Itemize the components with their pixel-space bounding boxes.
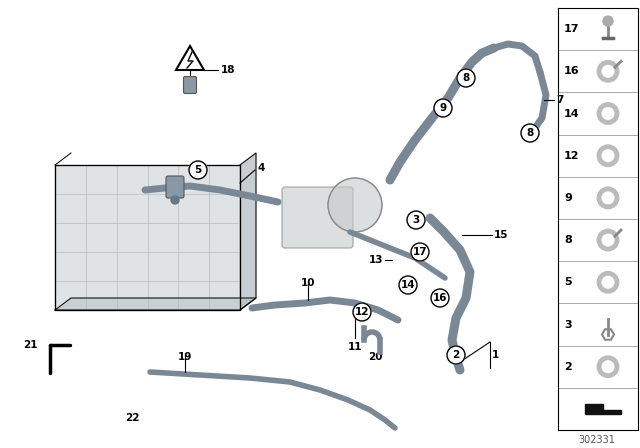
Text: 20: 20 xyxy=(368,352,382,362)
Circle shape xyxy=(447,346,465,364)
Text: 12: 12 xyxy=(355,307,369,317)
Text: 9: 9 xyxy=(440,103,447,113)
Circle shape xyxy=(521,124,539,142)
Polygon shape xyxy=(585,404,621,414)
Text: 5: 5 xyxy=(564,277,572,287)
Circle shape xyxy=(171,196,179,204)
Circle shape xyxy=(407,211,425,229)
FancyBboxPatch shape xyxy=(282,187,353,248)
Text: 2: 2 xyxy=(564,362,572,372)
Text: 15: 15 xyxy=(494,230,509,240)
Text: 17: 17 xyxy=(413,247,428,257)
Text: 19: 19 xyxy=(178,352,192,362)
Circle shape xyxy=(603,16,613,26)
Text: 14: 14 xyxy=(564,108,580,119)
Circle shape xyxy=(399,276,417,294)
Text: 8: 8 xyxy=(462,73,470,83)
Text: 4: 4 xyxy=(257,163,264,173)
Text: 7: 7 xyxy=(556,95,563,105)
Text: 302331: 302331 xyxy=(579,435,616,445)
Circle shape xyxy=(328,178,382,232)
Text: 9: 9 xyxy=(564,193,572,203)
Text: 3: 3 xyxy=(564,319,572,329)
Text: 10: 10 xyxy=(301,278,316,288)
FancyBboxPatch shape xyxy=(55,165,240,310)
Text: 21: 21 xyxy=(24,340,38,350)
Text: 18: 18 xyxy=(221,65,236,75)
Circle shape xyxy=(431,289,449,307)
Text: 16: 16 xyxy=(433,293,447,303)
Circle shape xyxy=(434,99,452,117)
FancyBboxPatch shape xyxy=(166,176,184,198)
Text: 11: 11 xyxy=(348,342,362,352)
Text: 2: 2 xyxy=(452,350,460,360)
Text: 5: 5 xyxy=(195,165,202,175)
Text: 13: 13 xyxy=(369,255,383,265)
Text: 1: 1 xyxy=(492,350,499,360)
Text: 22: 22 xyxy=(125,413,140,423)
Text: 14: 14 xyxy=(401,280,415,290)
Text: 12: 12 xyxy=(564,151,579,161)
Text: 16: 16 xyxy=(564,66,580,76)
FancyBboxPatch shape xyxy=(184,77,196,94)
Circle shape xyxy=(411,243,429,261)
Polygon shape xyxy=(55,298,256,310)
Circle shape xyxy=(353,303,371,321)
Text: 8: 8 xyxy=(526,128,534,138)
Text: 3: 3 xyxy=(412,215,420,225)
Circle shape xyxy=(189,161,207,179)
Circle shape xyxy=(457,69,475,87)
Text: 17: 17 xyxy=(564,24,579,34)
Polygon shape xyxy=(240,153,256,310)
Text: 8: 8 xyxy=(564,235,572,245)
